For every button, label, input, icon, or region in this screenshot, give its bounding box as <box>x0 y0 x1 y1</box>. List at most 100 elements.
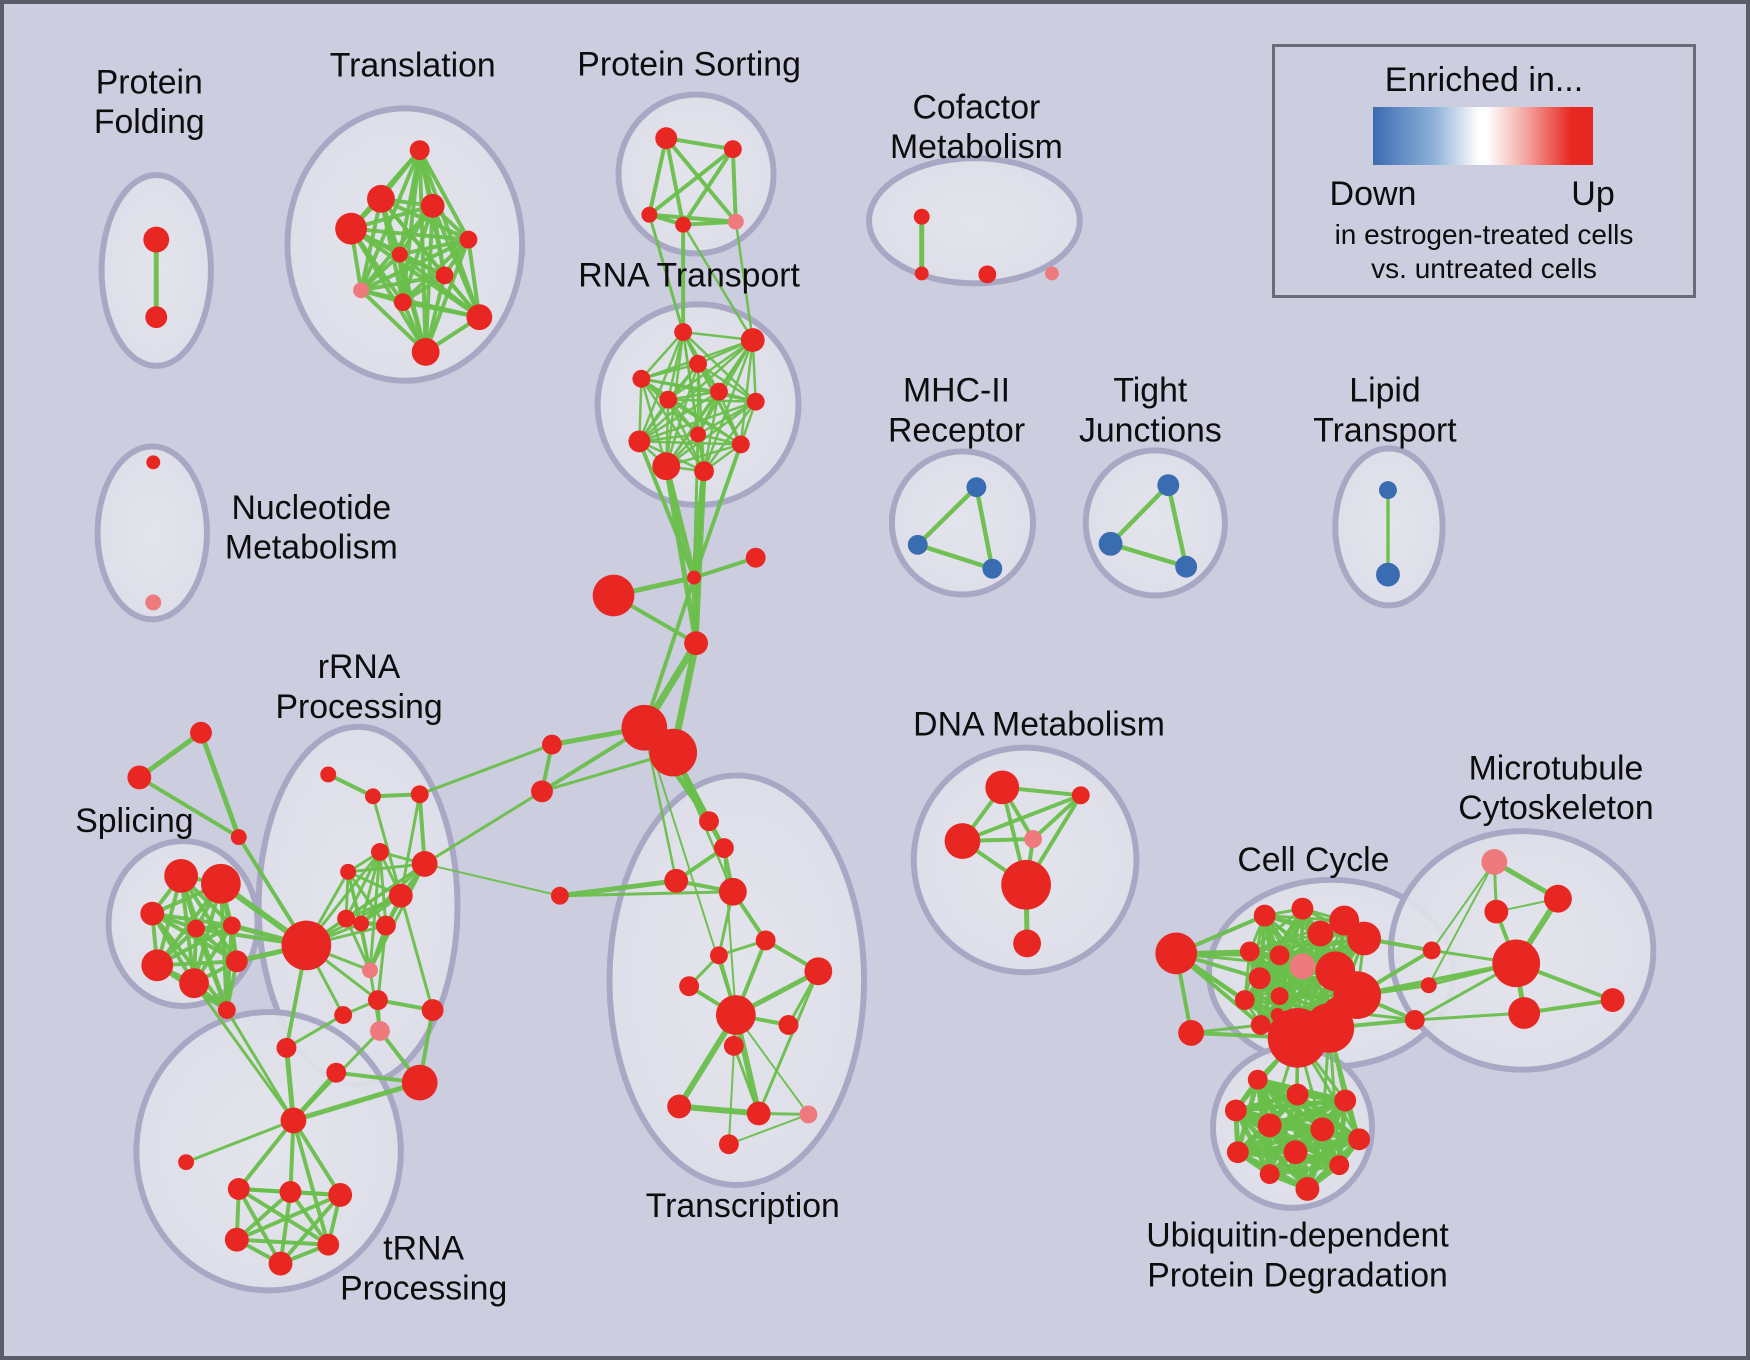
gene-set-node-ub10[interactable] <box>1329 1155 1350 1176</box>
gene-set-node-c3[interactable] <box>745 547 766 568</box>
overlap-edge[interactable] <box>359 148 422 293</box>
overlap-edge[interactable] <box>664 136 686 227</box>
gene-set-node-r5[interactable] <box>709 382 728 401</box>
gene-set-node-mt6[interactable] <box>1420 977 1437 994</box>
gene-set-node-tj1[interactable] <box>1157 474 1180 497</box>
overlap-edge[interactable] <box>666 338 754 401</box>
gene-set-node-ps2[interactable] <box>723 140 742 159</box>
gene-set-node-m4[interactable] <box>368 990 388 1011</box>
gene-set-node-m6[interactable] <box>334 1006 353 1024</box>
gene-set-node-ub8[interactable] <box>1226 1141 1249 1164</box>
gene-set-node-ul[interactable] <box>178 1154 195 1171</box>
gene-set-node-x4[interactable] <box>718 877 747 906</box>
gene-set-node-t4[interactable] <box>335 212 368 245</box>
gene-set-node-mt3[interactable] <box>1422 941 1441 960</box>
gene-set-node-t7[interactable] <box>435 266 454 285</box>
gene-set-node-ub6[interactable] <box>1310 1117 1335 1142</box>
gene-set-node-c7[interactable] <box>541 734 562 755</box>
gene-set-node-r1[interactable] <box>674 323 693 342</box>
gene-set-node-cc14[interactable] <box>1250 1015 1271 1035</box>
overlap-edge[interactable] <box>1166 482 1189 569</box>
gene-set-node-c4[interactable] <box>684 631 708 656</box>
gene-set-node-c8[interactable] <box>531 780 553 803</box>
gene-set-node-mt2[interactable] <box>1484 899 1509 924</box>
gene-set-node-t1[interactable] <box>409 140 430 161</box>
overlap-edge[interactable] <box>291 1118 343 1197</box>
overlap-edge[interactable] <box>1108 482 1171 547</box>
gene-set-node-n6[interactable] <box>411 850 438 877</box>
gene-set-node-sp6[interactable] <box>141 949 174 982</box>
overlap-edge[interactable] <box>418 743 554 796</box>
gene-set-node-x1[interactable] <box>699 811 719 832</box>
gene-set-node-r2[interactable] <box>740 328 765 352</box>
overlap-edge[interactable] <box>1427 860 1496 987</box>
gene-set-node-d2[interactable] <box>1071 786 1090 805</box>
gene-set-node-cc7[interactable] <box>1269 945 1290 966</box>
gene-set-node-m7[interactable] <box>401 1064 438 1101</box>
gene-set-node-ub3[interactable] <box>1334 1089 1357 1112</box>
overlap-edge[interactable] <box>359 273 447 293</box>
gene-set-node-ps4[interactable] <box>675 216 692 233</box>
gene-set-node-n9[interactable] <box>353 915 369 932</box>
overlap-edge[interactable] <box>349 226 471 242</box>
overlap-edge[interactable] <box>757 969 820 1115</box>
overlap-edge[interactable] <box>702 338 754 473</box>
overlap-edge[interactable] <box>236 1187 283 1266</box>
gene-set-node-sp1[interactable] <box>164 858 199 893</box>
gene-set-node-n1[interactable] <box>320 766 337 783</box>
gene-set-node-c1[interactable] <box>687 570 702 585</box>
gene-set-node-lp2[interactable] <box>1376 562 1400 587</box>
overlap-edge[interactable] <box>397 252 482 320</box>
overlap-edge[interactable] <box>234 1189 293 1242</box>
gene-set-node-mh3[interactable] <box>982 558 1003 579</box>
overlap-edge[interactable] <box>915 484 979 548</box>
overlap-edge[interactable] <box>702 400 757 473</box>
gene-set-node-ccb2[interactable] <box>1304 1003 1355 1053</box>
gene-set-node-u6[interactable] <box>268 1251 293 1276</box>
gene-set-node-d6[interactable] <box>1013 929 1042 958</box>
gene-set-node-ub11[interactable] <box>1259 1164 1280 1185</box>
gene-set-node-x13[interactable] <box>667 1094 692 1119</box>
gene-set-node-mt1[interactable] <box>1544 884 1572 913</box>
overlap-edge[interactable] <box>915 542 995 571</box>
overlap-edge[interactable] <box>423 862 561 897</box>
gene-set-node-u5[interactable] <box>317 1233 340 1256</box>
overlap-edge[interactable] <box>326 772 375 799</box>
gene-set-node-r10[interactable] <box>731 435 750 454</box>
gene-set-node-mh1[interactable] <box>966 477 987 498</box>
gene-set-node-h[interactable] <box>281 920 332 971</box>
overlap-edge[interactable] <box>218 881 229 1013</box>
overlap-edge[interactable] <box>371 794 403 898</box>
gene-set-node-x10[interactable] <box>715 995 756 1035</box>
gene-set-node-st3[interactable] <box>230 829 247 846</box>
gene-set-node-r9[interactable] <box>628 430 651 453</box>
gene-set-node-ub2[interactable] <box>1286 1083 1309 1106</box>
overlap-edge[interactable] <box>681 223 754 342</box>
overlap-edge[interactable] <box>399 792 422 898</box>
gene-set-node-x9[interactable] <box>679 976 700 997</box>
gene-set-node-m5[interactable] <box>421 999 444 1021</box>
gene-set-node-st1[interactable] <box>190 721 212 744</box>
gene-set-node-c6[interactable] <box>649 728 698 777</box>
overlap-edge[interactable] <box>290 1080 423 1123</box>
gene-set-node-m3[interactable] <box>369 1020 390 1041</box>
gene-set-node-ub1[interactable] <box>1247 1069 1268 1090</box>
gene-set-node-ub4[interactable] <box>1224 1099 1247 1122</box>
overlap-edge[interactable] <box>236 1187 331 1247</box>
overlap-edge[interactable] <box>638 400 757 443</box>
gene-set-node-mh2[interactable] <box>907 534 928 555</box>
gene-set-node-r6[interactable] <box>659 390 678 409</box>
gene-set-node-d1[interactable] <box>985 770 1020 805</box>
overlap-edge[interactable] <box>1430 860 1496 952</box>
overlap-edge[interactable] <box>225 1008 295 1122</box>
gene-set-node-t5[interactable] <box>459 230 478 249</box>
gene-set-node-cc12[interactable] <box>1270 987 1289 1006</box>
gene-set-node-x11[interactable] <box>778 1015 799 1035</box>
gene-set-node-cc11[interactable] <box>1234 990 1255 1011</box>
gene-set-node-r3[interactable] <box>689 354 707 373</box>
overlap-edge[interactable] <box>681 219 738 227</box>
overlap-edge[interactable] <box>399 894 435 1012</box>
overlap-edge[interactable] <box>1234 1099 1347 1112</box>
gene-set-node-x8[interactable] <box>804 957 833 986</box>
gene-set-node-t6[interactable] <box>391 246 408 263</box>
